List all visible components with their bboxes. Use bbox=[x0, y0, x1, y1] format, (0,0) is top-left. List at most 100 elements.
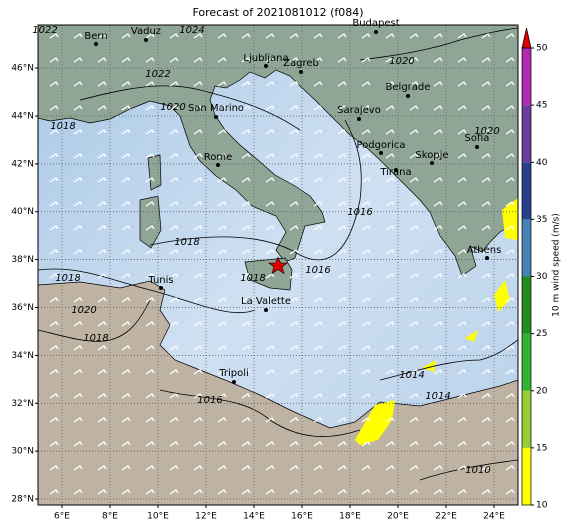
wind-barb bbox=[241, 225, 251, 231]
colorbar-tick-label: 10 bbox=[536, 501, 548, 511]
wind-barb bbox=[265, 33, 275, 39]
city-label: Ljubljana bbox=[243, 53, 288, 64]
wind-barb bbox=[337, 81, 347, 87]
wind-barb bbox=[73, 321, 83, 327]
wind-barb bbox=[433, 201, 443, 207]
wind-barb bbox=[433, 177, 443, 183]
wind-barb bbox=[49, 489, 59, 495]
wind-barb bbox=[385, 105, 395, 111]
wind-barb bbox=[169, 369, 179, 375]
wind-barb bbox=[169, 81, 179, 87]
wind-barb bbox=[145, 249, 155, 255]
colorbar-segment bbox=[522, 447, 531, 505]
wind-barb bbox=[481, 345, 491, 351]
wind-barb bbox=[481, 465, 491, 471]
wind-barb bbox=[169, 177, 179, 183]
wind-barb bbox=[337, 465, 347, 471]
wind-barb bbox=[97, 105, 107, 111]
wind-barb bbox=[121, 297, 131, 303]
wind-barb bbox=[121, 417, 131, 423]
wind-barb bbox=[409, 465, 419, 471]
wind-barb bbox=[97, 441, 107, 447]
wind-barb bbox=[505, 33, 515, 39]
wind-barb bbox=[481, 33, 491, 39]
wind-barb bbox=[217, 129, 227, 135]
wind-barb bbox=[361, 321, 371, 327]
wind-barb bbox=[193, 153, 203, 159]
wind-barb bbox=[49, 129, 59, 135]
wind-barb bbox=[409, 489, 419, 495]
wind-barb bbox=[265, 489, 275, 495]
wind-barb bbox=[121, 225, 131, 231]
wind-barb bbox=[289, 441, 299, 447]
city-label: La Valette bbox=[241, 296, 291, 307]
wind-barb bbox=[169, 129, 179, 135]
isobar-label: 1020 bbox=[160, 102, 185, 113]
wind-barb bbox=[409, 273, 419, 279]
europe bbox=[38, 25, 518, 277]
lat-tick-label: 28°N bbox=[11, 495, 34, 505]
wind-barb bbox=[457, 393, 467, 399]
wind-barb bbox=[337, 105, 347, 111]
wind-barb bbox=[457, 249, 467, 255]
wind-barb bbox=[409, 225, 419, 231]
isobar-label: 1020 bbox=[389, 56, 414, 67]
wind-barb bbox=[217, 273, 227, 279]
wind-barb bbox=[385, 57, 395, 63]
wind-barb bbox=[145, 129, 155, 135]
wind-barb bbox=[73, 465, 83, 471]
wind-barb bbox=[385, 273, 395, 279]
wind-barb bbox=[433, 489, 443, 495]
isobar-label: 1020 bbox=[474, 126, 499, 137]
wind-barb bbox=[505, 465, 515, 471]
wind-barb bbox=[505, 249, 515, 255]
wind-barb bbox=[145, 225, 155, 231]
wind-barb bbox=[217, 225, 227, 231]
wind-barb bbox=[265, 465, 275, 471]
wind-barb bbox=[289, 81, 299, 87]
wind-barb bbox=[49, 321, 59, 327]
wind-barb bbox=[193, 129, 203, 135]
wind-barb bbox=[337, 321, 347, 327]
wind-barb bbox=[289, 273, 299, 279]
lon-tick-label: 22°E bbox=[435, 512, 457, 522]
wind-barb bbox=[241, 321, 251, 327]
wind-barb bbox=[481, 81, 491, 87]
wind-barb bbox=[169, 321, 179, 327]
wind-barb bbox=[457, 177, 467, 183]
wind-barb bbox=[265, 369, 275, 375]
wind-barb bbox=[385, 345, 395, 351]
wind-barb bbox=[265, 321, 275, 327]
wind-barb bbox=[73, 489, 83, 495]
wind-barb bbox=[97, 321, 107, 327]
wind-barb bbox=[289, 105, 299, 111]
wind-patch bbox=[494, 280, 510, 312]
wind-barb bbox=[97, 273, 107, 279]
wind-barb bbox=[145, 369, 155, 375]
wind-barb bbox=[217, 33, 227, 39]
wind-barb bbox=[361, 201, 371, 207]
city-label: Belgrade bbox=[386, 82, 431, 93]
wind-barb bbox=[409, 153, 419, 159]
wind-barb bbox=[73, 129, 83, 135]
wind-barb bbox=[289, 33, 299, 39]
wind-barb bbox=[313, 177, 323, 183]
wind-barb bbox=[121, 489, 131, 495]
wind-barb bbox=[313, 345, 323, 351]
wind-barb bbox=[265, 297, 275, 303]
wind-barb bbox=[289, 297, 299, 303]
wind-barb bbox=[217, 297, 227, 303]
wind-barb bbox=[505, 177, 515, 183]
wind-barb bbox=[313, 489, 323, 495]
wind-barb bbox=[217, 249, 227, 255]
wind-barb bbox=[289, 249, 299, 255]
colorbar-segment bbox=[522, 276, 531, 334]
wind-barb bbox=[337, 273, 347, 279]
wind-barb bbox=[385, 489, 395, 495]
wind-barb bbox=[241, 249, 251, 255]
wind-barb bbox=[49, 345, 59, 351]
colorbar-tick-label: 35 bbox=[536, 215, 547, 225]
wind-barb bbox=[313, 33, 323, 39]
wind-barb bbox=[145, 393, 155, 399]
wind-barb bbox=[313, 393, 323, 399]
